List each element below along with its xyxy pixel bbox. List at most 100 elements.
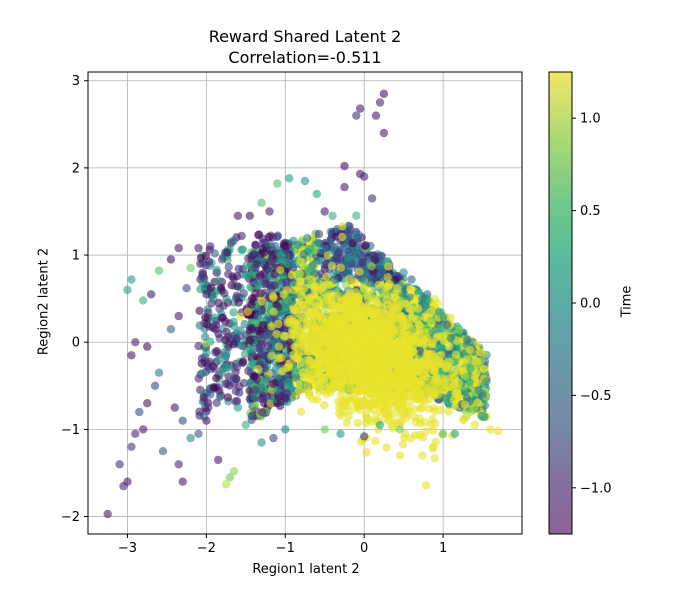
scatter-point	[362, 448, 371, 457]
scatter-point	[369, 341, 378, 350]
scatter-point	[254, 365, 263, 374]
scatter-point	[115, 460, 124, 469]
scatter-point	[348, 352, 357, 361]
scatter-point	[291, 343, 301, 352]
scatter-point	[370, 370, 379, 379]
scatter-point	[354, 311, 363, 320]
scatter-point	[482, 377, 491, 386]
scatter-point	[360, 432, 369, 441]
scatter-point	[217, 255, 227, 264]
scatter-point	[139, 296, 148, 305]
scatter-point	[345, 274, 354, 284]
scatter-point	[223, 393, 233, 402]
scatter-point	[434, 307, 444, 316]
scatter-point	[204, 308, 213, 317]
scatter-point	[267, 256, 276, 266]
scatter-point	[198, 369, 207, 378]
scatter-point	[315, 322, 324, 331]
scatter-point	[374, 280, 384, 290]
scatter-point	[384, 362, 394, 371]
scatter-point	[388, 410, 397, 419]
scatter-point	[139, 425, 148, 434]
scatter-point	[352, 333, 362, 342]
scatter-point	[202, 290, 211, 299]
scatter-point	[250, 385, 260, 395]
scatter-point	[127, 442, 136, 451]
chart-subtitle: Correlation=-0.511	[228, 48, 382, 67]
scatter-point	[336, 334, 346, 344]
scatter-point	[233, 282, 242, 291]
scatter-point	[258, 320, 268, 330]
scatter-point	[232, 291, 241, 300]
scatter-point	[262, 330, 271, 339]
scatter-point	[398, 316, 407, 325]
scatter-point	[400, 433, 409, 442]
scatter-point	[419, 336, 428, 345]
scatter-point	[231, 367, 240, 377]
scatter-point	[273, 179, 282, 188]
scatter-point	[276, 251, 286, 261]
scatter-point	[355, 339, 364, 348]
scatter-point	[378, 349, 388, 358]
scatter-point	[204, 403, 213, 412]
scatter-point	[214, 298, 223, 308]
scatter-point	[269, 293, 278, 302]
scatter-point	[339, 320, 348, 329]
scatter-point	[310, 340, 319, 350]
scatter-point	[343, 266, 352, 276]
scatter-point	[269, 307, 278, 316]
scatter-point	[476, 348, 485, 357]
scatter-point	[227, 281, 236, 290]
scatter-point	[334, 303, 343, 312]
scatter-point	[463, 335, 472, 344]
scatter-point	[293, 240, 302, 250]
scatter-point	[166, 325, 176, 334]
scatter-point	[154, 266, 164, 275]
colorbar-tick-label: −1.0	[580, 481, 612, 496]
scatter-point	[436, 323, 445, 332]
scatter-point	[486, 425, 495, 434]
scatter-point	[469, 406, 478, 415]
scatter-point	[361, 241, 370, 250]
scatter-point	[154, 368, 164, 377]
colorbar-tick-label: 0.0	[580, 297, 601, 312]
scatter-point	[294, 270, 303, 279]
scatter-point	[317, 246, 326, 255]
scatter-point	[375, 375, 384, 385]
scatter-point	[344, 291, 354, 301]
scatter-point	[295, 386, 304, 396]
scatter-point	[388, 326, 397, 336]
scatter-point	[344, 388, 353, 397]
scatter-point	[299, 373, 309, 382]
scatter-point	[322, 295, 332, 305]
scatter-point	[354, 326, 364, 335]
scatter-point	[326, 369, 335, 378]
scatter-point	[421, 481, 431, 490]
scatter-point	[400, 344, 409, 354]
scatter-point	[353, 418, 362, 428]
scatter-point	[196, 259, 205, 268]
scatter-point	[271, 241, 280, 251]
scatter-point	[446, 333, 456, 343]
scatter-point	[186, 433, 195, 443]
scatter-point	[307, 301, 317, 311]
scatter-point	[267, 351, 276, 360]
scatter-point	[211, 321, 221, 330]
scatter-point	[267, 322, 276, 331]
scatter-point	[372, 331, 381, 340]
scatter-point	[209, 383, 218, 392]
scatter-point	[300, 305, 309, 314]
scatter-point	[494, 426, 503, 436]
scatter-point	[325, 280, 335, 290]
scatter-point	[452, 388, 462, 398]
scatter-point	[336, 429, 345, 438]
scatter-point	[287, 259, 297, 268]
scatter-point	[249, 372, 258, 381]
colorbar-tick-label: 1.0	[580, 112, 601, 127]
scatter-point	[427, 316, 436, 325]
scatter-point	[336, 263, 346, 272]
scatter-point	[257, 297, 266, 306]
scatter-point	[195, 306, 204, 315]
scatter-point	[430, 453, 439, 463]
colorbar-tick-label: −0.5	[580, 389, 612, 404]
